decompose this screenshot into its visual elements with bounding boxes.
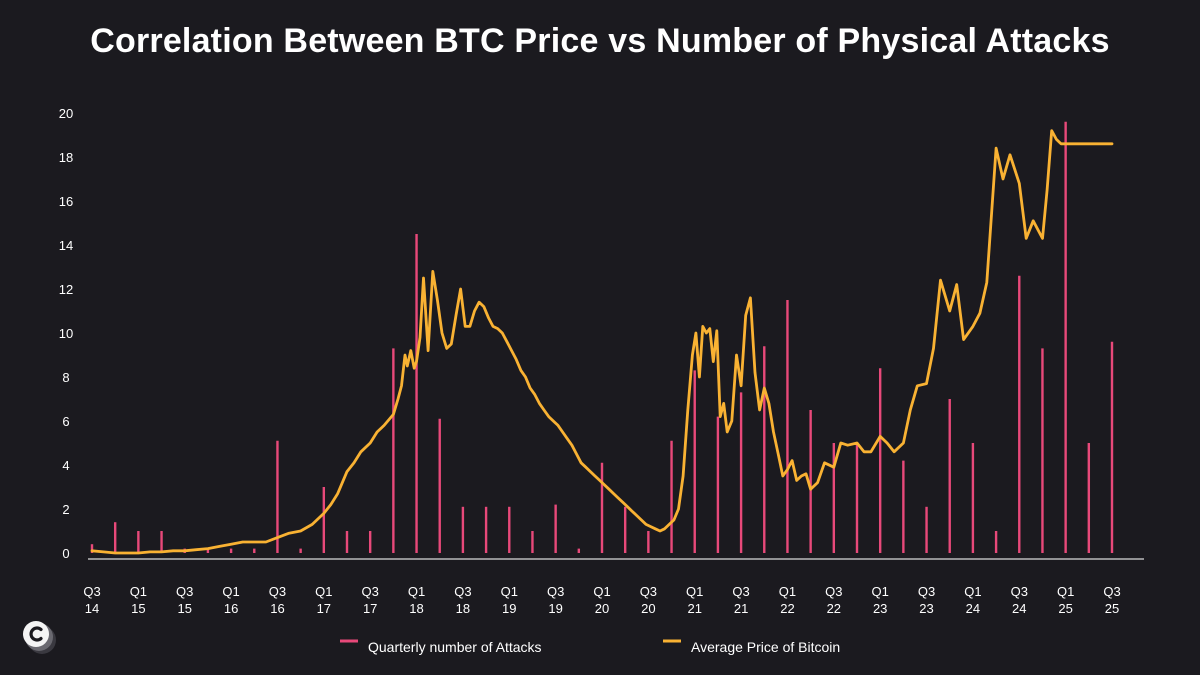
y-tick-label: 14 <box>59 238 73 253</box>
x-tick-label-year: 17 <box>317 601 331 616</box>
x-tick-label-year: 24 <box>966 601 980 616</box>
x-tick-label-quarter: Q3 <box>83 584 100 599</box>
x-tick-label-year: 23 <box>919 601 933 616</box>
x-tick-label-year: 20 <box>595 601 609 616</box>
x-tick-label-year: 23 <box>873 601 887 616</box>
y-axis: 0 2 4 6 8 10 12 14 16 18 20 <box>59 106 73 561</box>
x-tick-label-year: 19 <box>502 601 516 616</box>
y-tick-label: 8 <box>62 370 69 385</box>
x-tick-label-year: 25 <box>1058 601 1072 616</box>
y-tick-label: 4 <box>62 458 69 473</box>
y-tick-label: 12 <box>59 282 73 297</box>
x-tick-label-quarter: Q3 <box>547 584 564 599</box>
legend-label-price: Average Price of Bitcoin <box>691 639 840 655</box>
x-tick-label-quarter: Q1 <box>872 584 889 599</box>
x-tick-label-year: 20 <box>641 601 655 616</box>
x-tick-label-year: 17 <box>363 601 377 616</box>
chart-title: Correlation Between BTC Price vs Number … <box>90 22 1110 60</box>
y-tick-label: 16 <box>59 194 73 209</box>
x-tick-label-quarter: Q3 <box>454 584 471 599</box>
x-tick-label-quarter: Q1 <box>315 584 332 599</box>
y-tick-label: 10 <box>59 326 73 341</box>
x-tick-label-quarter: Q3 <box>640 584 657 599</box>
x-tick-label-year: 15 <box>177 601 191 616</box>
x-tick-label-year: 21 <box>687 601 701 616</box>
y-tick-label: 20 <box>59 106 73 121</box>
x-tick-label-quarter: Q3 <box>918 584 935 599</box>
x-tick-label-year: 18 <box>409 601 423 616</box>
x-tick-label-quarter: Q1 <box>686 584 703 599</box>
y-tick-label: 18 <box>59 150 73 165</box>
x-tick-label-year: 24 <box>1012 601 1026 616</box>
x-axis: Q3 14 Q1 15 Q3 15 Q1 16 Q3 16 Q1 17 Q3 17 Q1 18 Q3 18 Q1 19… <box>83 584 1120 616</box>
x-tick-label-quarter: Q3 <box>1011 584 1028 599</box>
x-tick-label-year: 25 <box>1105 601 1119 616</box>
x-tick-label-year: 16 <box>270 601 284 616</box>
attack-bars <box>90 121 1114 553</box>
x-tick-label-year: 22 <box>827 601 841 616</box>
legend-item-attacks: Quarterly number of Attacks <box>340 639 542 655</box>
x-tick-label-quarter: Q1 <box>501 584 518 599</box>
x-tick-label-quarter: Q1 <box>964 584 981 599</box>
x-tick-label-quarter: Q1 <box>593 584 610 599</box>
x-tick-label-quarter: Q1 <box>779 584 796 599</box>
x-tick-label-year: 15 <box>131 601 145 616</box>
y-tick-label: 0 <box>62 546 69 561</box>
x-tick-label-year: 19 <box>548 601 562 616</box>
legend: Quarterly number of Attacks Average Pric… <box>340 639 840 655</box>
x-tick-label-year: 22 <box>780 601 794 616</box>
x-tick-label-quarter: Q3 <box>1103 584 1120 599</box>
legend-item-price: Average Price of Bitcoin <box>663 639 840 655</box>
x-tick-label-quarter: Q3 <box>176 584 193 599</box>
x-tick-label-year: 18 <box>456 601 470 616</box>
x-tick-label-quarter: Q3 <box>825 584 842 599</box>
x-tick-label-quarter: Q3 <box>362 584 379 599</box>
x-tick-label-quarter: Q3 <box>732 584 749 599</box>
c-circle-logo-icon <box>23 621 56 654</box>
x-tick-label-year: 16 <box>224 601 238 616</box>
price-line <box>90 129 1114 555</box>
x-tick-label-quarter: Q1 <box>130 584 147 599</box>
x-tick-label-quarter: Q1 <box>408 584 425 599</box>
x-tick-label-quarter: Q1 <box>222 584 239 599</box>
x-tick-label-year: 14 <box>85 601 99 616</box>
x-tick-label-quarter: Q1 <box>1057 584 1074 599</box>
x-tick-label-year: 21 <box>734 601 748 616</box>
y-tick-label: 2 <box>62 502 69 517</box>
price-line-group <box>90 129 1114 555</box>
x-tick-label-quarter: Q3 <box>269 584 286 599</box>
legend-label-attacks: Quarterly number of Attacks <box>368 639 542 655</box>
y-tick-label: 6 <box>62 414 69 429</box>
